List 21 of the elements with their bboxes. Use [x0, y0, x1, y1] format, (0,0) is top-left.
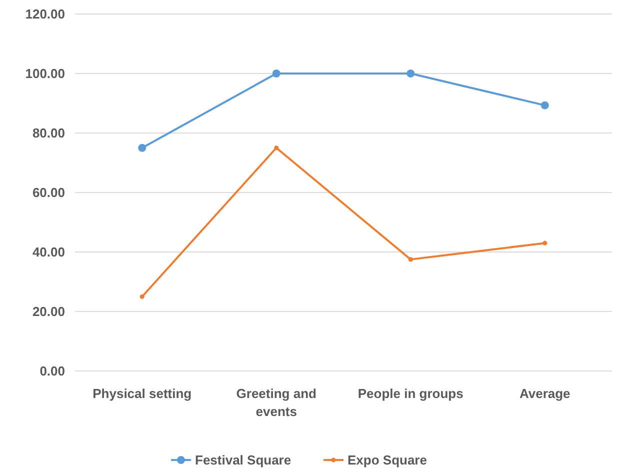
x-tick-label: Average	[519, 386, 570, 401]
x-tick-label: Greeting and events	[236, 386, 317, 419]
point	[272, 70, 280, 78]
y-tick-label: 80.00	[32, 126, 65, 141]
y-tick-label: 60.00	[32, 185, 65, 200]
point	[140, 294, 144, 299]
legend-label: Festival Square	[195, 452, 292, 468]
legend-label: Expo Square	[348, 452, 427, 468]
x-tick-label: Physical setting	[92, 386, 192, 401]
x-tick-label: People in groups	[358, 386, 464, 401]
point	[408, 257, 413, 262]
point	[406, 70, 415, 78]
y-tick-label: 40.00	[32, 244, 65, 260]
y-tick-label: 120.00	[25, 6, 65, 22]
point	[540, 101, 549, 110]
point	[138, 144, 146, 152]
y-tick-label: 20.00	[32, 304, 65, 320]
point	[274, 146, 279, 150]
y-tick-label: 100.00	[25, 66, 65, 82]
point	[542, 240, 548, 246]
y-tick-label: 0.00	[40, 364, 65, 379]
